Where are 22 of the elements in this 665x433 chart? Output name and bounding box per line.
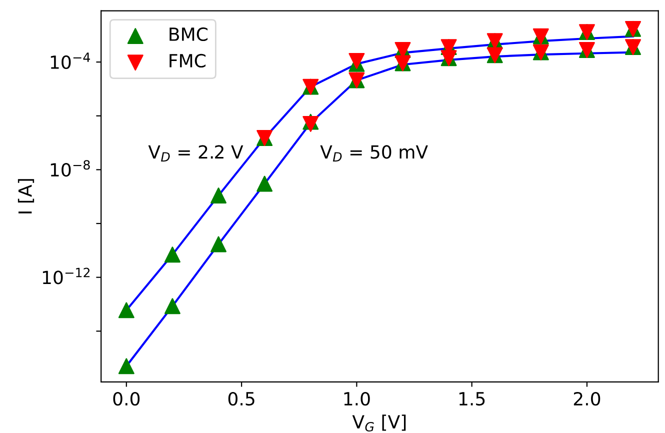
point: [348, 52, 365, 69]
x-tick-label: 2.0: [574, 392, 600, 406]
point: [210, 188, 226, 204]
legend-label: BMC: [170, 27, 208, 42]
y-tick-label: 10$^{−12}$: [42, 268, 90, 284]
annotation: V$_{D}$ = 50 mV: [320, 145, 428, 162]
x-axis-title: V$_{G}$ [V]: [352, 414, 406, 432]
y-tick-label: 10$^{−4}$: [50, 52, 90, 70]
legend-label: FMC: [170, 54, 206, 68]
point: [118, 302, 134, 318]
point: [164, 246, 180, 263]
point: [210, 236, 226, 252]
point: [256, 176, 273, 192]
point: [118, 358, 134, 374]
point: [164, 298, 180, 314]
y-tick-label: 10$^{−8}$: [50, 160, 90, 177]
x-tick-label: 0.0: [113, 392, 140, 406]
x-tick-label: 0.5: [228, 392, 254, 406]
annotation: V$_{D}$ = 2.2 V: [148, 145, 244, 162]
x-tick-label: 1.5: [459, 392, 485, 406]
y-axis-title: I [A]: [18, 179, 34, 214]
x-tick-label: 1.0: [344, 392, 370, 406]
